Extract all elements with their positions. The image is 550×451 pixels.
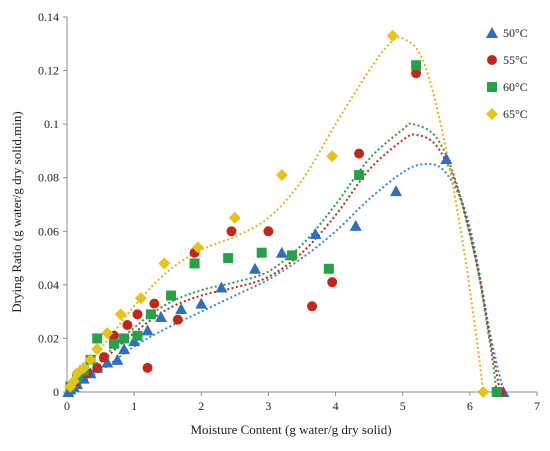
series-4-point bbox=[158, 257, 171, 270]
series-3-point bbox=[132, 330, 143, 341]
series-3-point bbox=[223, 253, 234, 264]
series-3-point bbox=[411, 60, 422, 71]
series-3-point bbox=[92, 333, 103, 344]
series-4-point bbox=[191, 241, 204, 254]
series-2-point bbox=[354, 148, 365, 159]
x-tick-label: 1 bbox=[131, 399, 137, 413]
series-1-point bbox=[440, 152, 453, 164]
series-4-point bbox=[71, 367, 84, 380]
series-1-point bbox=[249, 262, 261, 274]
legend-label-1: 50°C bbox=[503, 26, 528, 40]
x-tick-label: 6 bbox=[467, 399, 473, 413]
series-3-point bbox=[256, 247, 267, 258]
series-3-point bbox=[286, 250, 297, 261]
y-tick-label: 0.12 bbox=[38, 64, 59, 78]
x-axis-title: Moisture Content (g water/g dry solid) bbox=[190, 422, 391, 437]
legend-label-3: 60°C bbox=[503, 80, 528, 94]
legend-marker-2 bbox=[487, 55, 497, 65]
series-4-point bbox=[134, 292, 147, 305]
y-tick-label: 0.1 bbox=[44, 117, 59, 131]
legend-marker-4 bbox=[486, 108, 498, 120]
series-1-point bbox=[175, 302, 188, 314]
axes: 0 1 2 3 4 5 6 7 0 0.02 0.04 0.06 0.08 0.1 0.12 0.14 bbox=[38, 10, 540, 413]
series-1-point bbox=[215, 281, 228, 293]
series-3-point bbox=[166, 290, 177, 301]
series-2-point bbox=[411, 68, 422, 79]
series-4-point bbox=[386, 29, 399, 42]
y-tick-label: 0 bbox=[53, 385, 59, 399]
series-4-point bbox=[275, 169, 288, 182]
x-tick-label: 2 bbox=[198, 399, 204, 413]
x-tick-label: 3 bbox=[265, 399, 271, 413]
series-1-point bbox=[195, 297, 208, 309]
series-4-point bbox=[228, 211, 241, 224]
series-2-point bbox=[263, 226, 274, 237]
x-tick-label: 5 bbox=[400, 399, 406, 413]
y-tick-label: 0.04 bbox=[38, 278, 59, 292]
series-4-point bbox=[326, 150, 339, 163]
series-3-point bbox=[119, 333, 130, 344]
series-1-point bbox=[349, 219, 362, 231]
legend: 50°C 55°C 60°C 65°C bbox=[486, 26, 528, 121]
series-1-point bbox=[390, 185, 402, 197]
series-2-point bbox=[142, 362, 153, 373]
legend-label-4: 65°C bbox=[503, 107, 528, 121]
series-2-point bbox=[122, 320, 133, 331]
data-points bbox=[62, 29, 510, 398]
x-tick-label: 7 bbox=[534, 399, 540, 413]
trendline-1 bbox=[66, 163, 505, 393]
x-tick-label: 4 bbox=[333, 399, 339, 413]
series-2-point bbox=[149, 298, 160, 309]
y-tick-label: 0.08 bbox=[38, 171, 59, 185]
series-1-point bbox=[141, 324, 154, 336]
series-4-point bbox=[84, 353, 97, 366]
series-4-point bbox=[101, 327, 114, 340]
trendline-3 bbox=[66, 122, 498, 393]
series-2-point bbox=[132, 309, 143, 320]
trendline-4 bbox=[66, 36, 485, 393]
legend-marker-1 bbox=[486, 27, 498, 38]
series-2-point bbox=[226, 226, 237, 237]
y-axis-title: Drying Ratio (g water/g dry solid.min) bbox=[9, 111, 24, 312]
x-tick-label: 0 bbox=[64, 399, 70, 413]
series-2-point bbox=[98, 352, 109, 363]
series-2-point bbox=[92, 362, 103, 373]
series-2-point bbox=[327, 277, 338, 288]
series-4-point bbox=[77, 361, 90, 374]
series-1-point bbox=[111, 353, 124, 365]
series-1-point bbox=[275, 246, 288, 258]
series-3-point bbox=[491, 387, 502, 397]
series-1-point bbox=[309, 227, 322, 239]
series-1-point bbox=[155, 311, 167, 322]
series-3-point bbox=[354, 170, 365, 181]
series-1-point bbox=[118, 343, 131, 355]
legend-label-2: 55°C bbox=[503, 53, 528, 67]
series-1-point bbox=[101, 356, 114, 368]
series-3-point bbox=[109, 338, 119, 349]
series-2-point bbox=[172, 314, 183, 325]
trendlines bbox=[66, 36, 505, 393]
series-4-point bbox=[477, 386, 490, 398]
y-tick-label: 0.14 bbox=[38, 10, 59, 24]
trendline-2 bbox=[66, 133, 502, 393]
series-4-point bbox=[114, 308, 127, 321]
series-3-point bbox=[323, 263, 334, 274]
series-3-point bbox=[145, 309, 156, 320]
series-4-point bbox=[91, 343, 104, 356]
legend-marker-3 bbox=[487, 82, 497, 92]
series-3-point bbox=[189, 258, 200, 269]
y-tick-label: 0.06 bbox=[38, 224, 59, 238]
series-2-point bbox=[307, 301, 318, 312]
y-tick-label: 0.02 bbox=[38, 331, 59, 345]
